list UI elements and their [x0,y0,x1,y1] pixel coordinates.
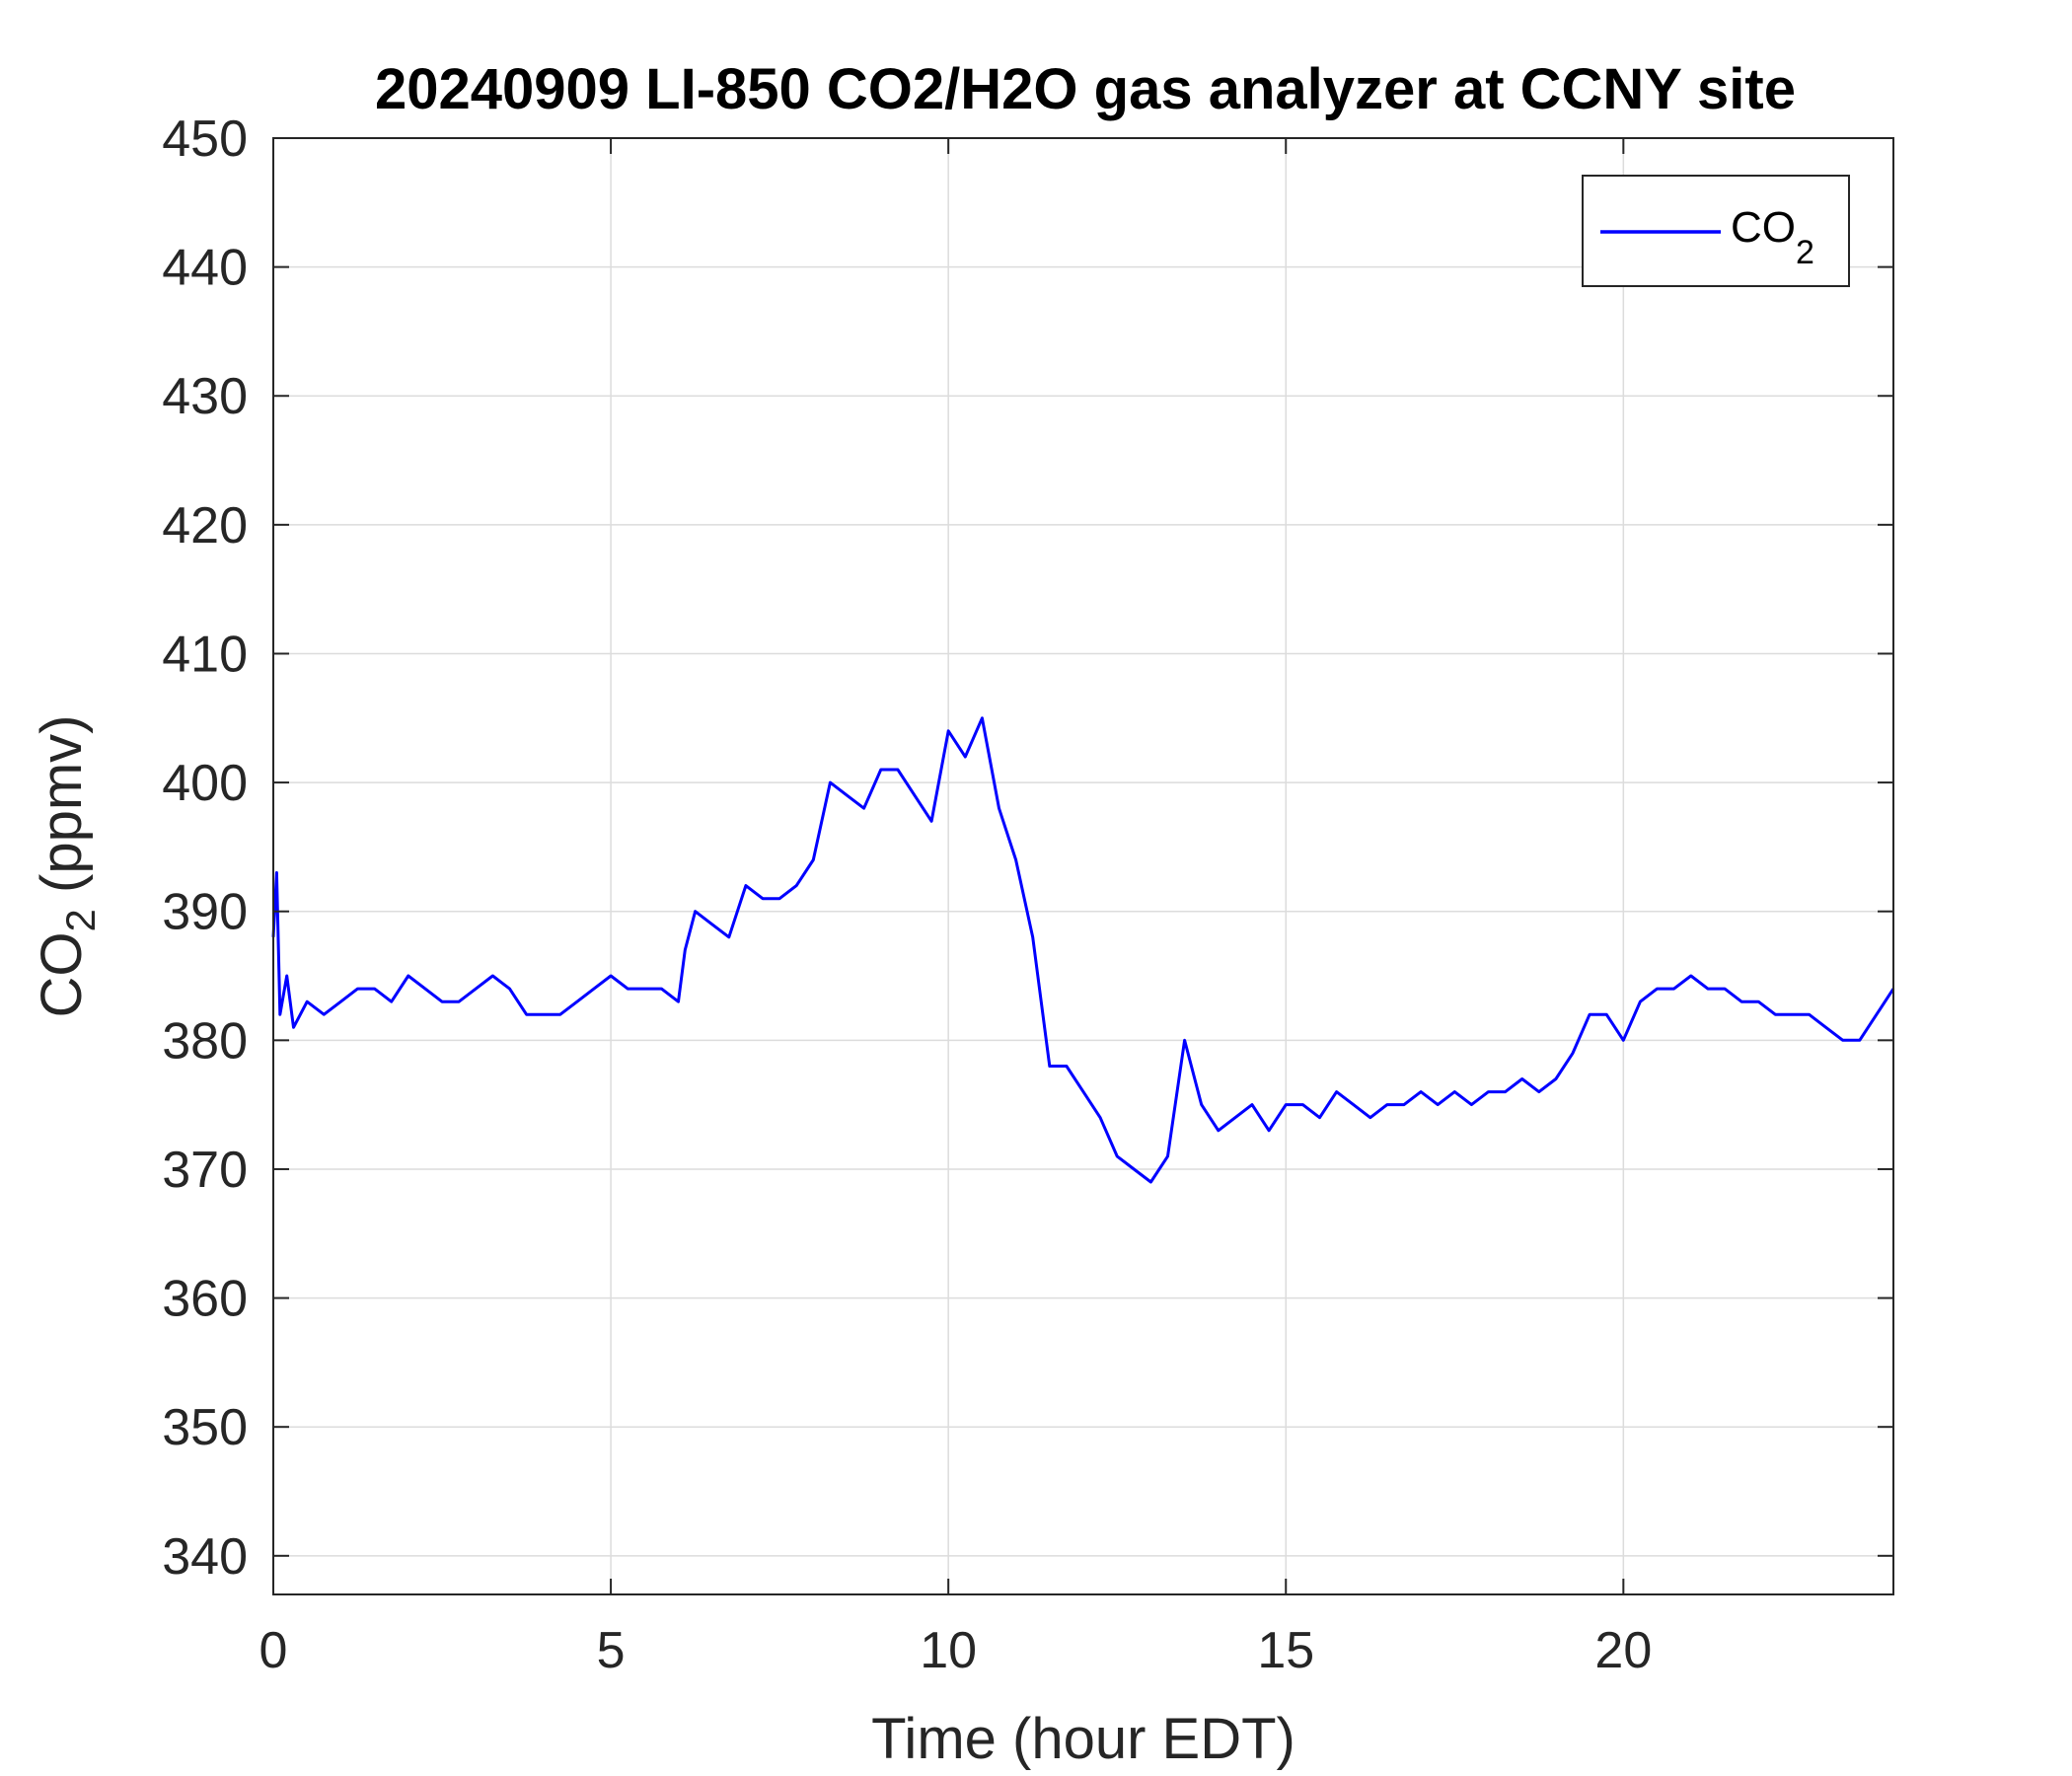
y-tick-label: 450 [162,111,248,168]
y-tick-label: 440 [162,240,248,297]
legend-label: CO2 [1731,203,1814,271]
x-tick-label: 0 [259,1622,288,1679]
x-axis-label: Time (hour EDT) [871,1707,1295,1771]
y-tick-label: 400 [162,755,248,812]
x-tick-label: 5 [597,1622,626,1679]
axis-ticks: 0 5 10 15 20 340 350 360 370 380 390 400 410 420 430 44… [162,111,1893,1679]
y-axis-label-subscript: 2 [57,909,104,931]
y-tick-label: 370 [162,1142,248,1199]
y-axis-label: CO2 (ppmv) [30,715,104,1018]
y-axis-label-unit: (ppmv) [30,715,94,910]
x-tick-label: 15 [1257,1622,1314,1679]
co2-series-line [271,716,1895,1184]
plot-area-frame [272,137,1894,1595]
y-tick-label: 380 [162,1012,248,1070]
legend-label-main: CO [1731,203,1796,252]
legend: CO2 [1582,175,1850,287]
y-tick-label: 410 [162,626,248,683]
grid-lines [272,137,1893,1594]
series-layer [271,716,1895,1184]
y-tick-label: 430 [162,368,248,425]
y-tick-label: 390 [162,884,248,941]
x-tick-label: 10 [920,1622,977,1679]
y-tick-label: 360 [162,1271,248,1328]
y-tick-label: 340 [162,1528,248,1586]
x-tick-label: 20 [1594,1622,1652,1679]
legend-label-subscript: 2 [1796,234,1814,271]
y-axis-label-main: CO [30,931,94,1017]
chart-title: 20240909 LI-850 CO2/H2O gas analyzer at … [375,57,1796,121]
y-tick-label: 420 [162,497,248,555]
y-tick-label: 350 [162,1399,248,1456]
